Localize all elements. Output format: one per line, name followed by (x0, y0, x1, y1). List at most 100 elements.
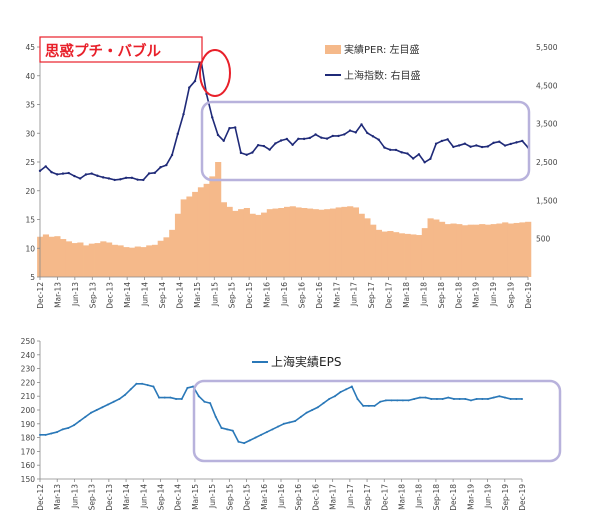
eps-point (141, 382, 144, 385)
index-point (515, 141, 518, 144)
eps-point (101, 406, 104, 409)
eps-point (209, 402, 212, 405)
chart1-x-tick-label: Dec-13 (106, 282, 115, 309)
eps-point (243, 442, 246, 445)
index-point (475, 144, 478, 147)
eps-point (220, 426, 223, 429)
legend-eps-label: 上海実績EPS (271, 354, 341, 369)
index-point (101, 176, 105, 179)
index-point (343, 133, 346, 136)
index-point (377, 138, 380, 141)
chart1-x-tick-label: Dec-19 (524, 282, 533, 309)
eps-point (424, 396, 427, 399)
eps-point (73, 424, 76, 427)
index-point (325, 137, 329, 140)
eps-point (84, 415, 87, 418)
index-point (360, 123, 363, 126)
chart2-x-tick-label: Mar-15 (191, 484, 200, 510)
eps-point (486, 397, 489, 400)
eps-point (175, 397, 178, 400)
per-bar (301, 208, 308, 277)
chart2-x-tick-label: Mar-16 (260, 484, 269, 510)
per-bar (450, 223, 457, 277)
eps-point (390, 399, 393, 402)
per-bar (140, 247, 147, 277)
per-bar (433, 219, 440, 277)
chart1-left-tick-label: 20 (25, 187, 35, 196)
chart1-left-tick-label: 25 (25, 158, 35, 167)
chart1-x-tick-label: Sep-14 (158, 282, 167, 309)
per-bar (398, 233, 405, 277)
index-point (107, 177, 111, 180)
eps-point (498, 395, 501, 398)
per-bar (439, 221, 446, 277)
per-bar (123, 247, 130, 277)
chart2-y-tick-label: 220 (21, 378, 36, 387)
chart1-x-tick-label: Dec-16 (315, 282, 324, 309)
eps-point (146, 384, 149, 387)
index-point (182, 112, 185, 116)
index-series-line (39, 57, 529, 181)
eps-point (158, 396, 161, 399)
per-bar (324, 209, 331, 277)
eps-point (345, 388, 348, 391)
eps-point (294, 420, 297, 423)
chart1-x-tick-label: Jun-16 (280, 282, 289, 307)
per-bar (209, 176, 216, 278)
eps-point (407, 399, 410, 402)
index-point (314, 133, 317, 136)
chart1-x-tick-label: Mar-16 (263, 282, 272, 308)
per-bar (484, 224, 492, 277)
per-bar (134, 246, 141, 277)
per-bar (289, 206, 296, 277)
chart2-y-tick-label: 250 (21, 337, 36, 346)
eps-point (231, 429, 234, 432)
per-bar (364, 218, 371, 277)
chart2-x-tick-label: Sep-16 (294, 484, 303, 511)
index-point (84, 173, 88, 176)
chart2-y-tick-label: 190 (21, 420, 36, 429)
index-point (429, 157, 432, 160)
eps-point (350, 385, 353, 388)
chart1-left-tick-label: 45 (25, 43, 35, 52)
chart2-x-tick-label: Dec-19 (518, 484, 527, 511)
per-bar (255, 214, 262, 277)
chart1-x-tick-label: Dec-12 (36, 282, 45, 309)
eps-point (356, 397, 359, 400)
per-bar (169, 229, 176, 277)
index-point (56, 173, 59, 176)
index-point (268, 148, 271, 151)
eps-line-layer (39, 382, 523, 445)
index-point (211, 116, 214, 119)
eps-point (521, 397, 523, 400)
eps-point (90, 411, 93, 414)
chart1-x-tick-label: Mar-18 (402, 282, 411, 308)
chart1-x-tick-label: Sep-19 (507, 282, 516, 309)
per-bar (456, 224, 463, 277)
chart2-x-tick-label: Sep-19 (501, 484, 510, 511)
per-bar (71, 243, 78, 277)
index-point (153, 171, 157, 175)
index-point (331, 134, 334, 138)
eps-point (441, 397, 444, 400)
per-bar (65, 241, 72, 277)
chart1-x-tick-label: Jun-19 (489, 282, 498, 307)
eps-point (469, 399, 472, 402)
chart1-left-tick-label: 15 (25, 216, 35, 225)
per-bar (151, 244, 159, 277)
per-bar (215, 162, 222, 277)
chart2-x-tick-label: Mar-14 (122, 484, 131, 510)
range-highlight-box-1 (200, 100, 531, 182)
per-bar (513, 222, 520, 277)
eps-point (362, 404, 365, 407)
index-point (320, 136, 323, 139)
index-point (251, 151, 254, 154)
per-bar (306, 208, 314, 277)
index-point (239, 151, 243, 155)
index-point (446, 138, 449, 141)
eps-point (67, 426, 70, 429)
per-area-layer (37, 162, 532, 278)
eps-point (458, 397, 461, 400)
chart2-x-tick-label: Sep-15 (225, 484, 234, 511)
index-point (503, 144, 507, 147)
